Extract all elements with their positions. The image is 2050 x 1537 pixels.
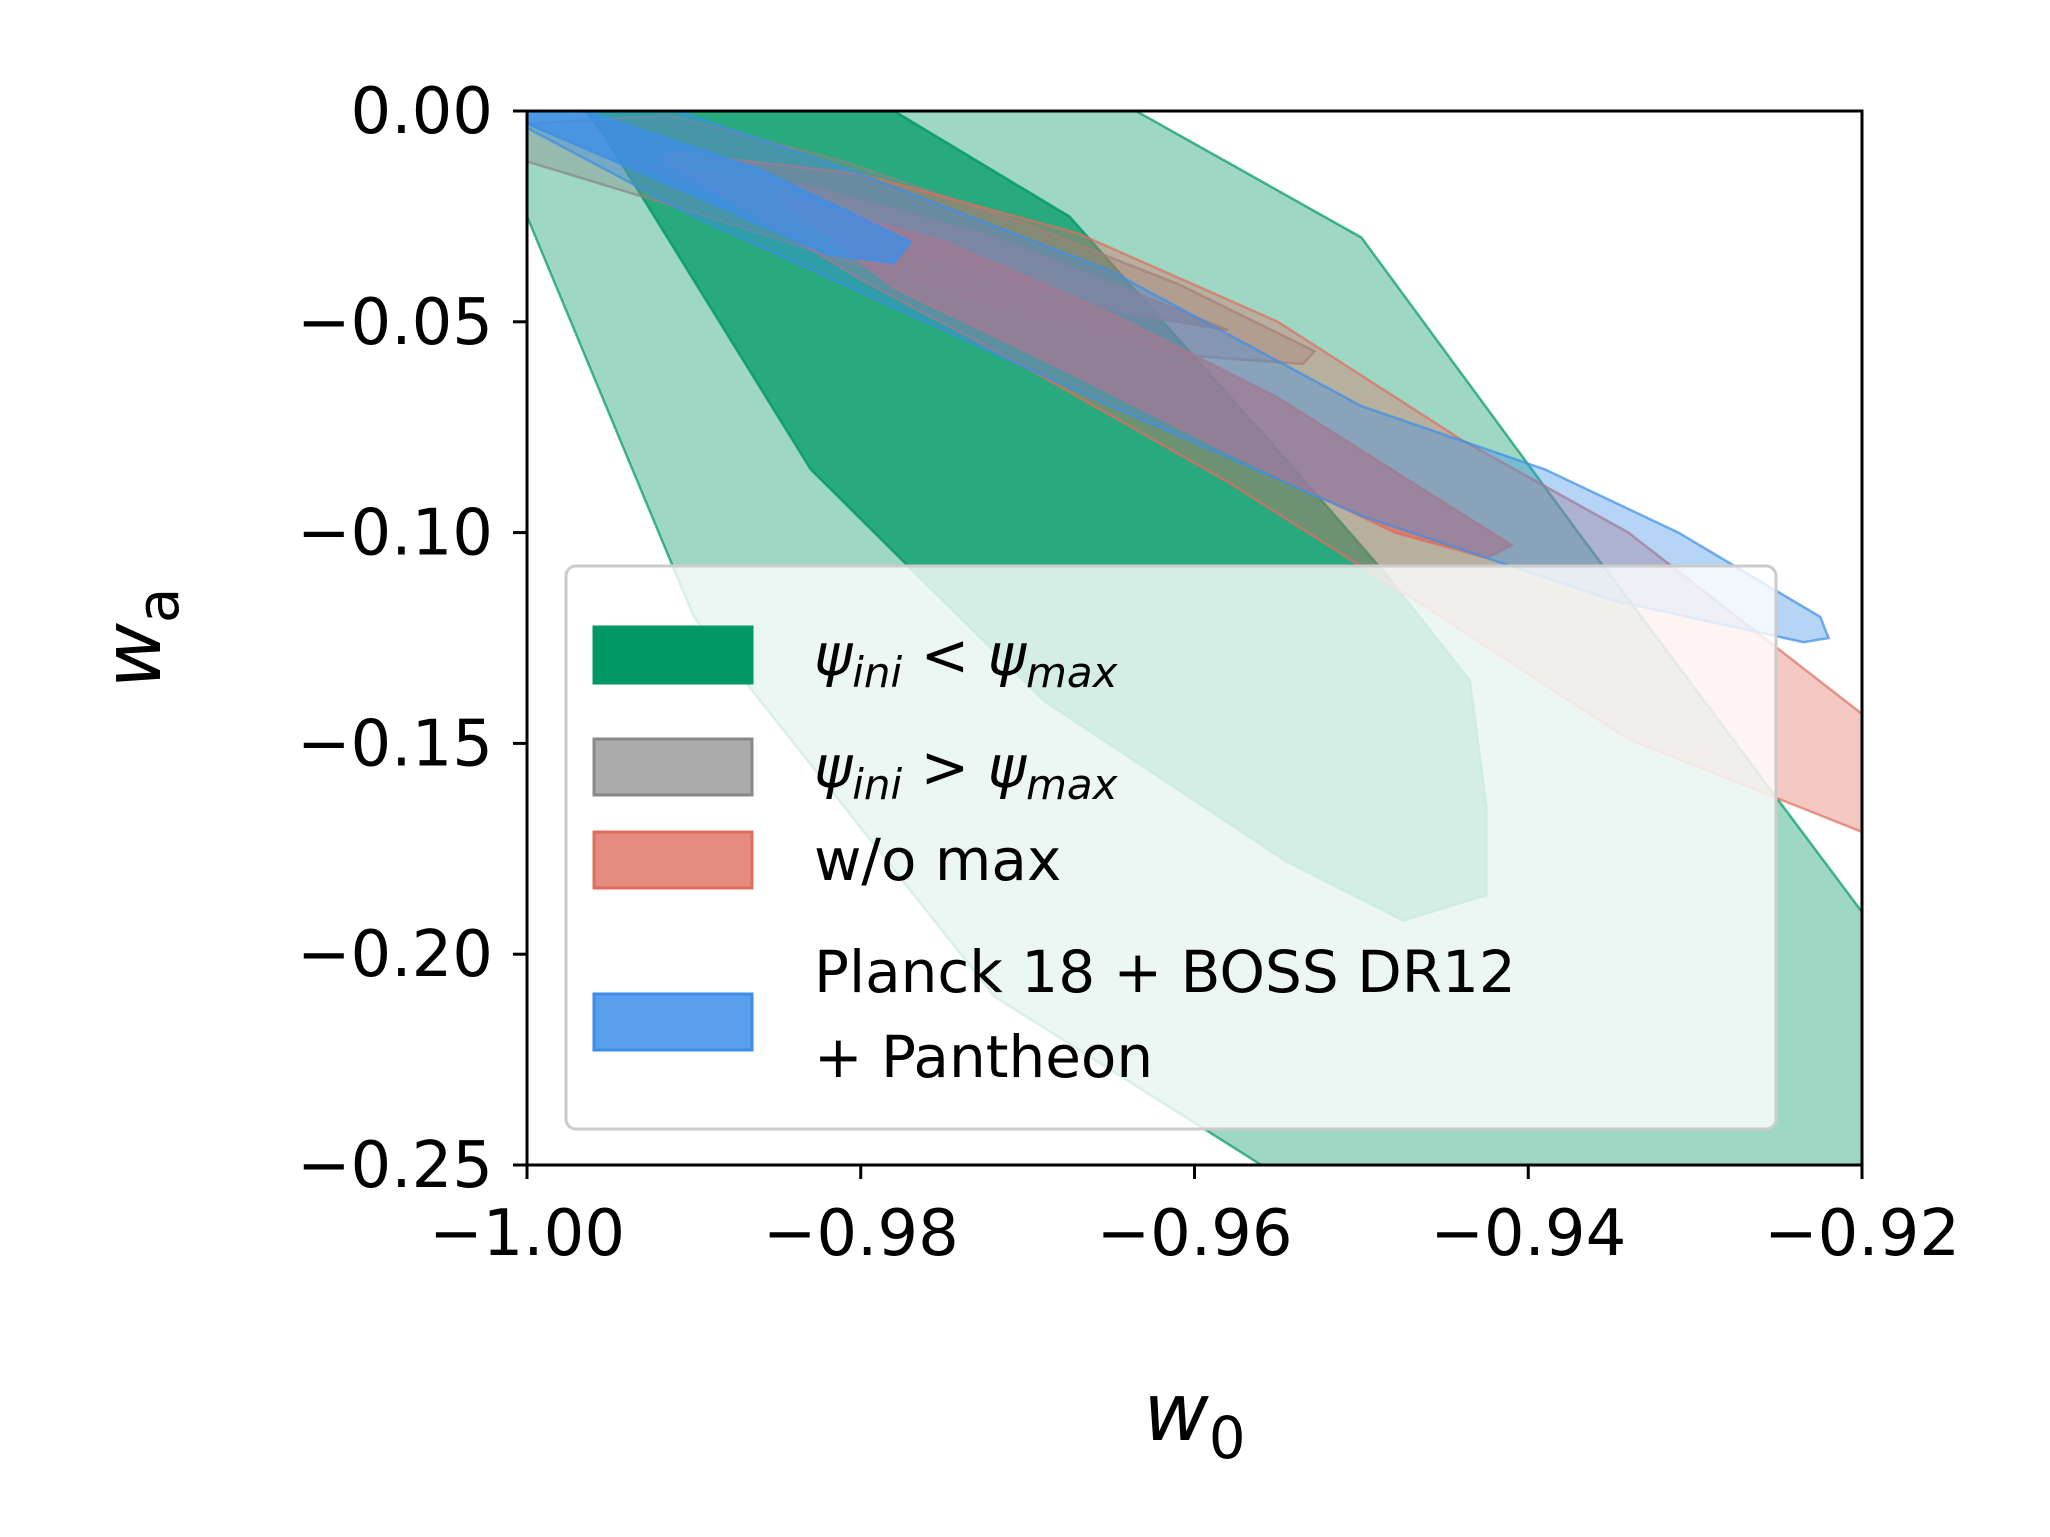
axis-ticks xyxy=(513,109,1864,1179)
series-4-inner-contour xyxy=(527,111,913,265)
y-tick-label: −0.10 xyxy=(297,497,493,571)
legend-label-4-line-2: + Pantheon xyxy=(814,1023,1153,1091)
legend-swatch-1 xyxy=(592,625,754,685)
legend-swatch-3 xyxy=(592,830,754,890)
x-axis-label: w0 xyxy=(1143,1366,1245,1472)
legend-label-1: ψini < ψmax xyxy=(814,621,1119,697)
axis-tick-labels: −1.00 −0.98 −0.96 −0.94 −0.92 0.00 −0.05 −0.10 −… xyxy=(297,75,1960,1271)
x-tick-label: −0.96 xyxy=(1096,1197,1292,1271)
legend-swatch-2 xyxy=(592,737,754,797)
legend-frame xyxy=(564,564,1778,1131)
y-axis-label: wa xyxy=(86,588,192,689)
y-tick-label: −0.20 xyxy=(297,918,493,992)
legend-label-4: Planck 18 + BOSS DR12 xyxy=(814,938,1516,1006)
legend: ψini < ψmax ψini > ψmax w/o max Planck 18 +… xyxy=(564,564,1778,1131)
y-tick-label: −0.15 xyxy=(297,707,493,781)
y-tick-label: −0.25 xyxy=(297,1129,493,1203)
y-tick-label: 0.00 xyxy=(351,75,494,149)
series-3-inner-contour xyxy=(776,194,1515,560)
x-tick-label: −1.00 xyxy=(429,1197,625,1271)
legend-label-2: ψini > ψmax xyxy=(814,733,1119,809)
x-tick-label: −0.92 xyxy=(1764,1197,1960,1271)
x-tick-label: −0.98 xyxy=(763,1197,959,1271)
y-tick-label: −0.05 xyxy=(297,286,493,360)
legend-swatch-4 xyxy=(592,992,754,1052)
legend-label-3: w/o max xyxy=(814,826,1061,894)
x-tick-label: −0.94 xyxy=(1430,1197,1626,1271)
